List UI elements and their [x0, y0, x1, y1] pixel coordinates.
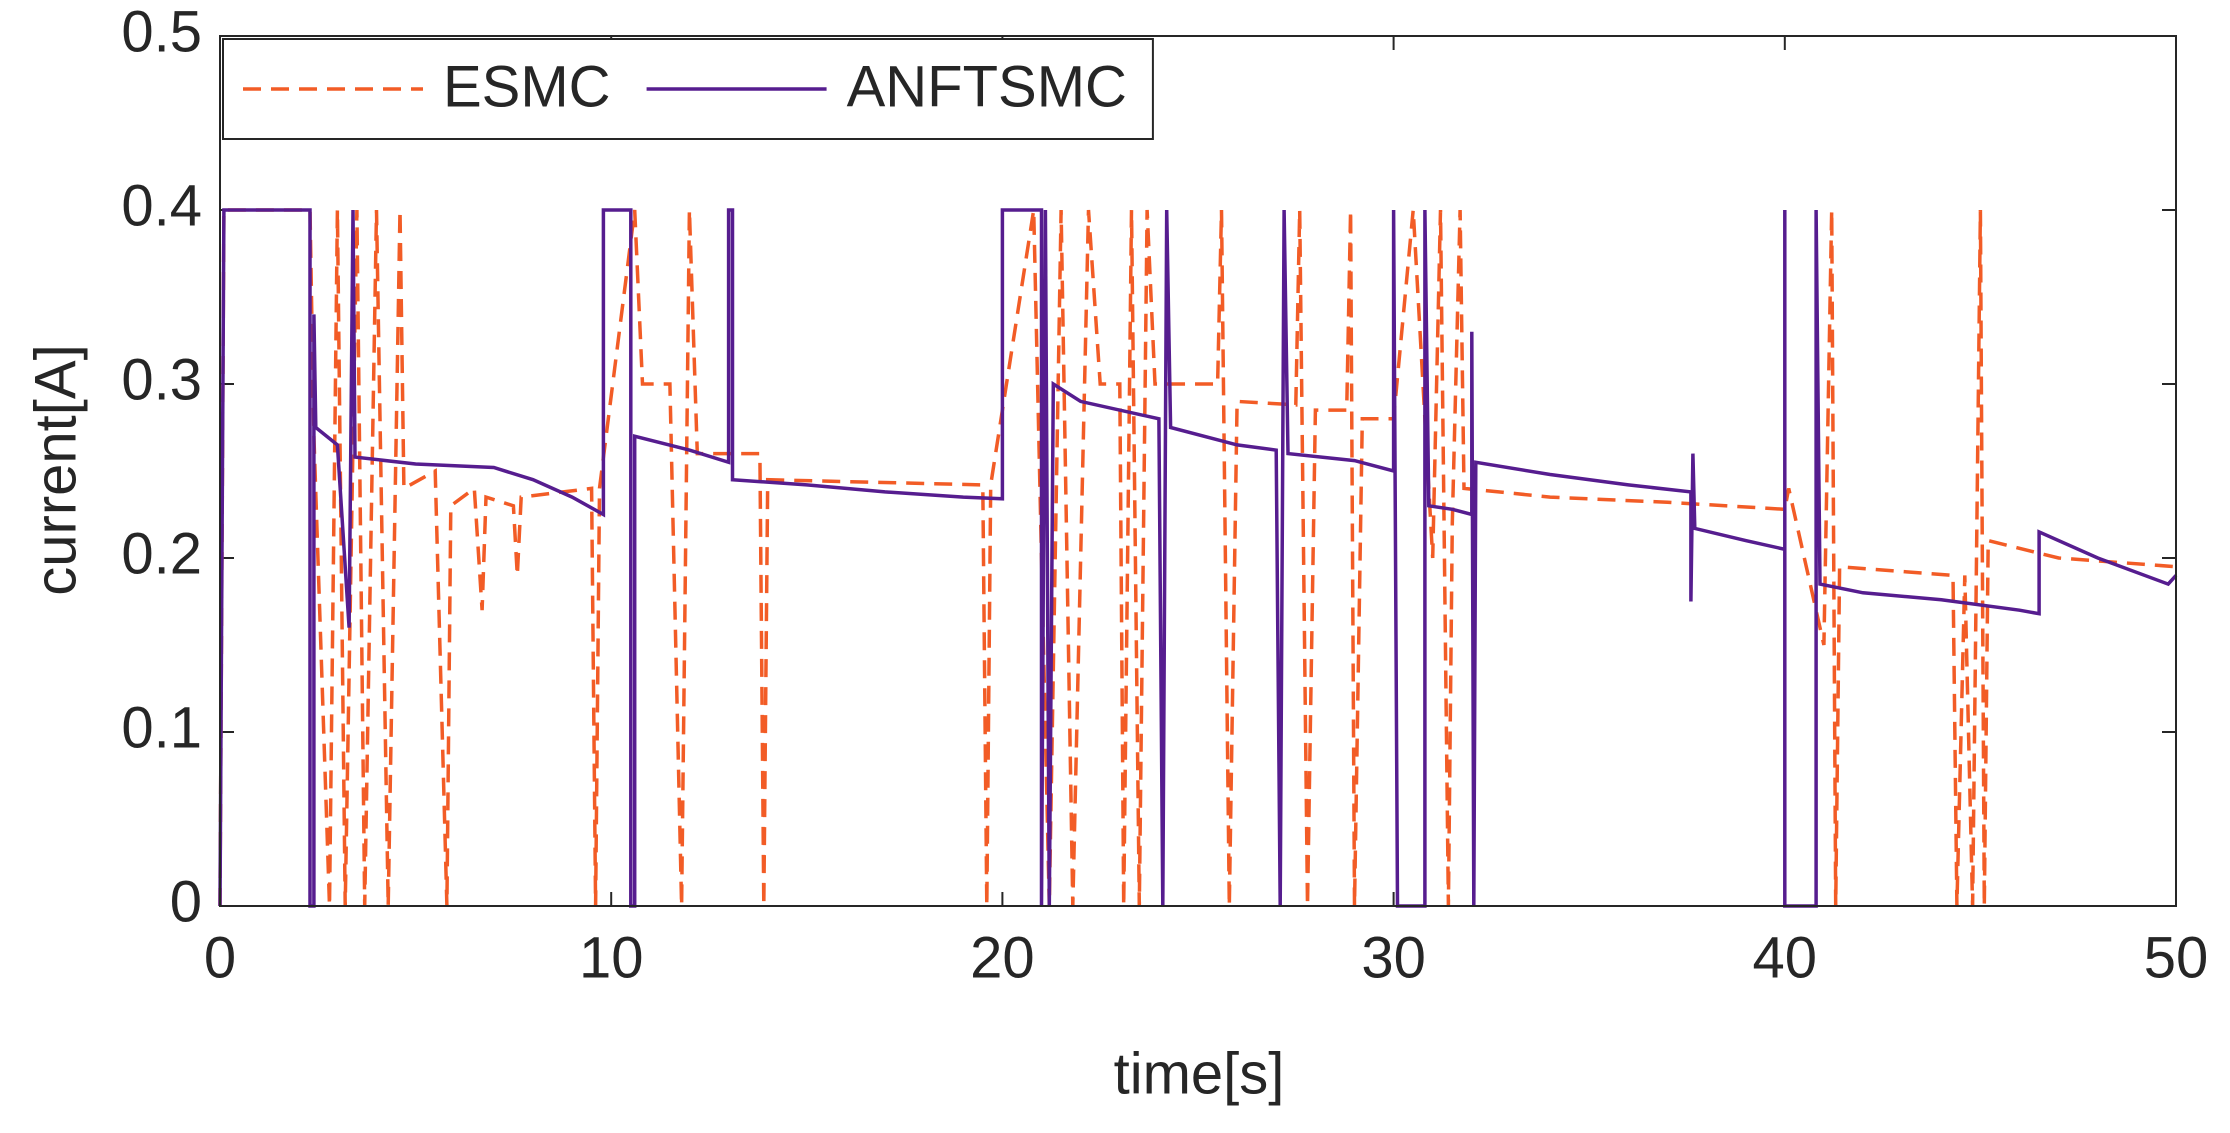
y-tick-label: 0.1: [121, 695, 202, 760]
legend-label: ESMC: [443, 54, 611, 119]
y-axis-label: current[A]: [23, 344, 88, 595]
series-line: [218, 208, 2177, 907]
plot-frame: [219, 35, 2177, 907]
y-tick-label: 0.5: [121, 0, 202, 64]
series-line: [218, 208, 2178, 908]
x-tick-label: 30: [1361, 925, 1426, 990]
x-tick-label: 20: [970, 925, 1035, 990]
x-axis-label: time[s]: [1114, 1041, 1285, 1106]
x-tick-label: 10: [579, 925, 644, 990]
y-tick-label: 0.4: [121, 173, 202, 238]
legend-label: ANFTSMC: [847, 54, 1127, 119]
x-tick-label: 40: [1753, 925, 1818, 990]
y-tick-label: 0.2: [121, 521, 202, 586]
x-tick-label: 0: [204, 925, 236, 990]
y-tick-label: 0: [170, 869, 202, 934]
y-tick-label: 0.3: [121, 347, 202, 412]
x-tick-label: 50: [2144, 925, 2209, 990]
